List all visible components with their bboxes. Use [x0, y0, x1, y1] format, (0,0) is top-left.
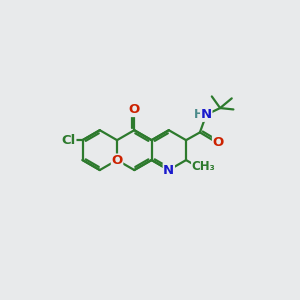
Text: H: H: [194, 108, 204, 121]
Text: O: O: [111, 154, 123, 167]
Text: CH₃: CH₃: [192, 160, 215, 173]
Text: N: N: [201, 108, 212, 121]
Text: N: N: [163, 164, 174, 176]
Text: O: O: [129, 103, 140, 116]
Text: O: O: [213, 136, 224, 148]
Text: Cl: Cl: [61, 134, 76, 147]
